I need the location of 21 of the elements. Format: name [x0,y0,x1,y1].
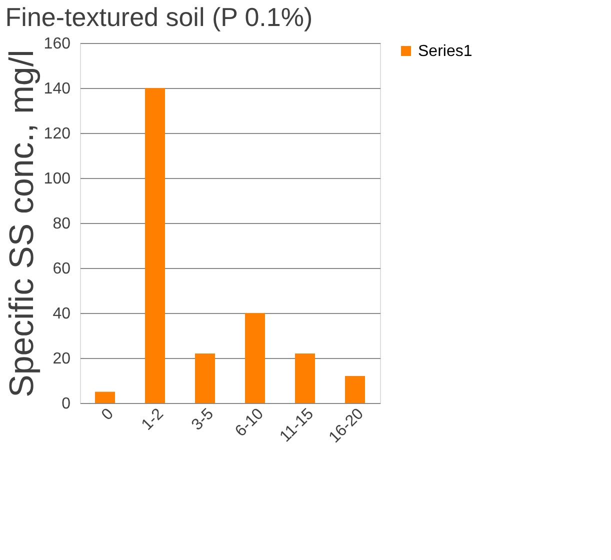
bar [245,313,265,403]
bar [95,392,115,403]
y-tick-label: 40 [52,306,71,322]
y-axis-title: Specific SS conc., mg/l [2,50,41,398]
bar [295,354,315,403]
x-tick-label: 3-5 [188,405,218,434]
y-tick-label: 20 [52,350,71,368]
y-tick-label: 120 [44,126,71,142]
y-tick-label: 60 [52,260,71,278]
y-tick-label: 100 [44,170,71,188]
x-tick-label: 1-2 [138,405,168,434]
legend-label: Series1 [418,43,472,60]
y-tick-label: 140 [44,80,71,98]
bar [195,354,215,403]
chart-title: Fine-textured soil (P 0.1%) [5,2,313,32]
bar [145,88,165,403]
y-tick-label: 80 [52,216,71,232]
bar [345,376,365,403]
y-tick-label: 160 [44,36,71,52]
x-tick-label: 0 [98,405,118,424]
x-tick-label: 6-10 [232,405,268,440]
